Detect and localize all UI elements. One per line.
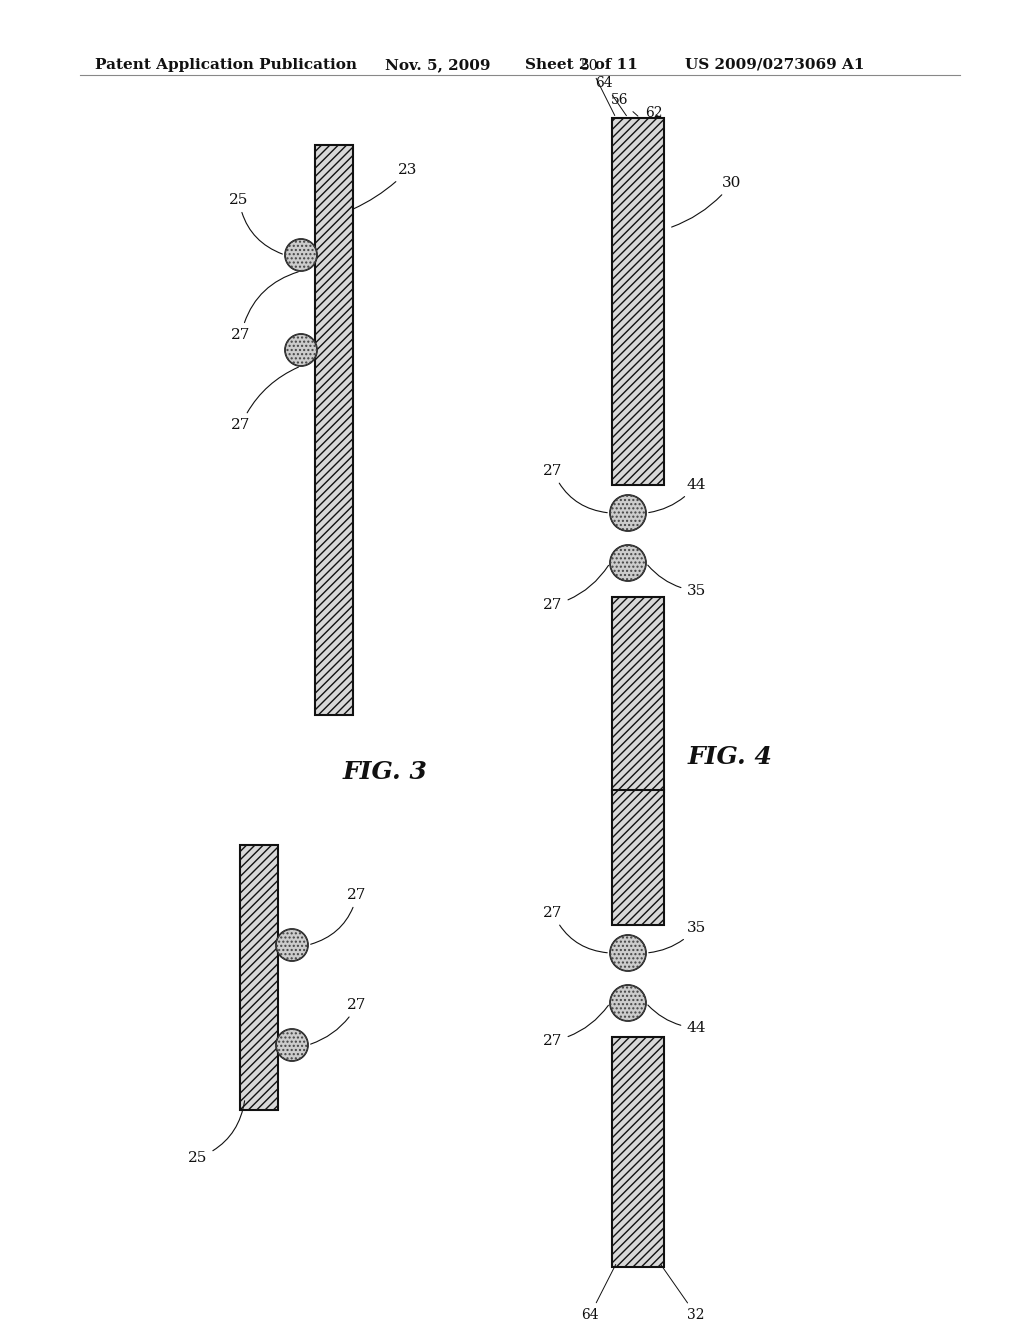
Text: 32: 32: [660, 1265, 705, 1320]
Text: 64: 64: [582, 1265, 615, 1320]
Circle shape: [285, 334, 317, 366]
Text: 30: 30: [672, 176, 741, 227]
Bar: [240, 845, 278, 1110]
Circle shape: [610, 495, 646, 531]
Text: 27: 27: [310, 888, 367, 944]
Text: 44: 44: [648, 1005, 706, 1035]
Circle shape: [610, 985, 646, 1020]
Bar: [612, 117, 664, 484]
Text: 64: 64: [595, 77, 627, 116]
Text: 23: 23: [353, 162, 418, 209]
Text: 62: 62: [645, 106, 663, 120]
Text: 56: 56: [611, 92, 638, 116]
Text: US 2009/0273069 A1: US 2009/0273069 A1: [685, 58, 864, 73]
Circle shape: [285, 239, 317, 271]
Bar: [315, 145, 353, 715]
Text: 27: 27: [310, 998, 367, 1044]
Text: Nov. 5, 2009: Nov. 5, 2009: [385, 58, 490, 73]
Text: FIG. 3: FIG. 3: [343, 760, 427, 784]
Text: 44: 44: [649, 478, 706, 512]
Text: 27: 27: [231, 272, 298, 342]
Text: 27: 27: [544, 906, 607, 953]
Text: Patent Application Publication: Patent Application Publication: [95, 58, 357, 73]
Text: 27: 27: [544, 465, 607, 512]
Text: 35: 35: [649, 921, 706, 953]
Circle shape: [610, 545, 646, 581]
Text: FIG. 4: FIG. 4: [687, 744, 772, 770]
Circle shape: [276, 1030, 308, 1061]
Bar: [612, 789, 664, 925]
Text: 35: 35: [648, 565, 706, 598]
Text: 27: 27: [544, 1006, 608, 1048]
Text: Sheet 2 of 11: Sheet 2 of 11: [525, 58, 638, 73]
Text: 25: 25: [229, 193, 283, 253]
Text: 50: 50: [582, 59, 614, 116]
Text: 27: 27: [231, 367, 298, 432]
Text: 25: 25: [188, 1101, 245, 1166]
Bar: [612, 1038, 664, 1267]
Bar: [612, 597, 664, 792]
Circle shape: [276, 929, 308, 961]
Text: 27: 27: [544, 565, 608, 612]
Circle shape: [610, 935, 646, 972]
